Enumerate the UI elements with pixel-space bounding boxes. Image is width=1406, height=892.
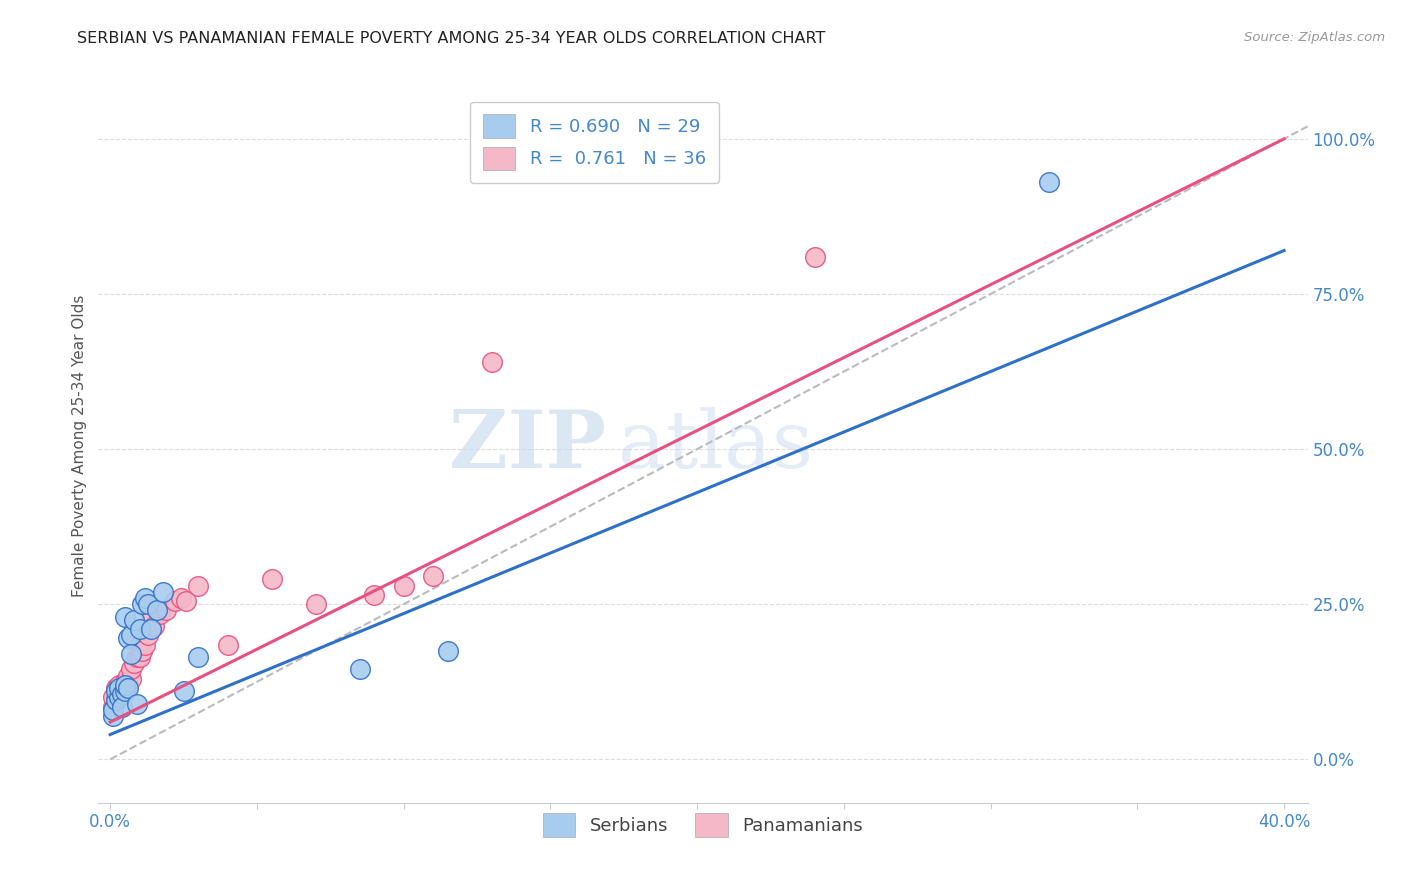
Text: ZIP: ZIP	[450, 407, 606, 485]
Point	[422, 569, 444, 583]
Point	[120, 662, 142, 676]
Point	[134, 638, 156, 652]
Point	[114, 674, 136, 689]
Point	[217, 638, 239, 652]
Point	[111, 687, 134, 701]
Point	[363, 588, 385, 602]
Point	[122, 613, 145, 627]
Point	[117, 632, 139, 646]
Point	[141, 622, 163, 636]
Point	[117, 681, 139, 695]
Point	[176, 594, 198, 608]
Point	[101, 709, 124, 723]
Point	[111, 681, 134, 695]
Point	[108, 678, 131, 692]
Point	[136, 597, 159, 611]
Point	[101, 690, 124, 705]
Point	[114, 678, 136, 692]
Point	[260, 573, 283, 587]
Point	[108, 690, 131, 705]
Point	[111, 684, 134, 698]
Point	[349, 662, 371, 676]
Point	[101, 699, 124, 714]
Point	[187, 579, 209, 593]
Point	[134, 591, 156, 605]
Point	[125, 650, 148, 665]
Point	[108, 681, 131, 695]
Text: Source: ZipAtlas.com: Source: ZipAtlas.com	[1244, 31, 1385, 45]
Point	[1038, 175, 1060, 189]
Point	[114, 684, 136, 698]
Point	[122, 656, 145, 670]
Point	[120, 672, 142, 686]
Point	[111, 699, 134, 714]
Y-axis label: Female Poverty Among 25-34 Year Olds: Female Poverty Among 25-34 Year Olds	[72, 295, 87, 597]
Text: SERBIAN VS PANAMANIAN FEMALE POVERTY AMONG 25-34 YEAR OLDS CORRELATION CHART: SERBIAN VS PANAMANIAN FEMALE POVERTY AMO…	[77, 31, 825, 46]
Point	[392, 579, 415, 593]
Point	[105, 681, 128, 695]
Point	[120, 628, 142, 642]
Point	[436, 644, 458, 658]
Point	[128, 622, 150, 636]
Point	[169, 591, 191, 605]
Point	[187, 650, 209, 665]
Text: atlas: atlas	[619, 407, 814, 485]
Point	[152, 584, 174, 599]
Point	[108, 687, 131, 701]
Point	[105, 693, 128, 707]
Point	[146, 603, 169, 617]
Legend: Serbians, Panamanians: Serbians, Panamanians	[536, 806, 870, 844]
Point	[128, 650, 150, 665]
Point	[117, 668, 139, 682]
Point	[114, 681, 136, 695]
Point	[117, 678, 139, 692]
Point	[149, 607, 172, 621]
Point	[173, 684, 195, 698]
Point	[155, 603, 177, 617]
Point	[163, 594, 186, 608]
Point	[131, 597, 153, 611]
Point	[114, 609, 136, 624]
Point	[481, 355, 503, 369]
Point	[143, 619, 166, 633]
Point	[304, 597, 326, 611]
Point	[141, 607, 163, 621]
Point	[105, 693, 128, 707]
Point	[125, 697, 148, 711]
Point	[803, 250, 825, 264]
Point	[120, 647, 142, 661]
Point	[105, 684, 128, 698]
Point	[131, 644, 153, 658]
Point	[136, 628, 159, 642]
Point	[101, 703, 124, 717]
